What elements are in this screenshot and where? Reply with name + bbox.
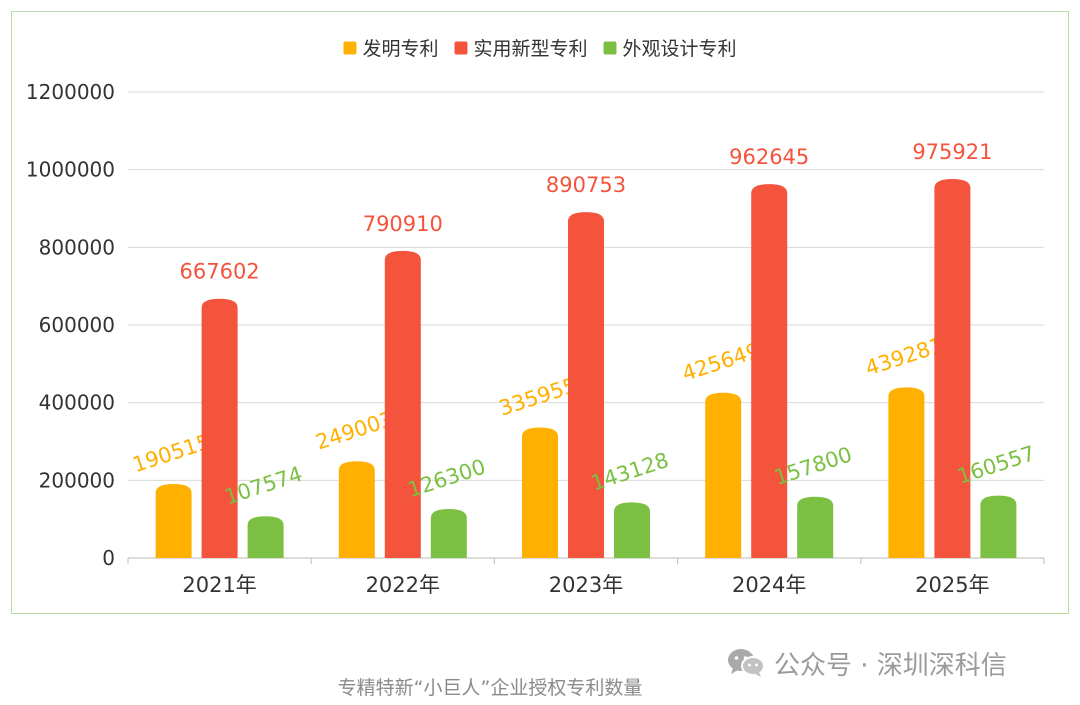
x-tick-label-0: 2021年 — [182, 573, 256, 597]
bar-2-1 — [430, 508, 467, 558]
bar-0-3 — [705, 392, 742, 558]
x-tick-label-3: 2024年 — [732, 573, 806, 597]
bar-1-0 — [201, 298, 238, 558]
data-label-0-4: 439281 — [862, 333, 946, 381]
legend-swatch-0 — [343, 41, 357, 55]
chart-caption: 专精特新“小巨人”企业授权专利数量 — [337, 677, 643, 699]
y-tick-label-6: 1200000 — [26, 80, 115, 104]
bar-1-1 — [384, 250, 421, 558]
bar-0-2 — [522, 427, 558, 558]
data-label-0-3: 425649 — [679, 338, 763, 386]
bar-0-1 — [338, 461, 375, 558]
data-label-0-0: 190515 — [130, 430, 214, 478]
y-tick-label-1: 200000 — [39, 468, 115, 492]
bar-2-2 — [614, 502, 650, 558]
x-tick-label-2: 2023年 — [549, 573, 623, 597]
wechat-icon — [728, 649, 765, 677]
bar-0-4 — [888, 387, 925, 558]
chart-frame: 0 200000 400000 600000 800000 1000000 1200000 1… — [11, 11, 1069, 614]
bar-1-4 — [934, 179, 971, 559]
data-label-0-1: 249003 — [313, 407, 397, 455]
bar-2-4 — [980, 495, 1017, 558]
bar-2-3 — [797, 496, 834, 558]
legend-swatch-2 — [603, 41, 617, 55]
x-tick-label-1: 2022年 — [366, 573, 440, 597]
y-tick-label-2: 400000 — [39, 391, 115, 415]
watermark: 公众号 · 深圳深科信 — [726, 643, 1007, 683]
bar-2-0 — [247, 516, 284, 558]
legend-label-2: 外观设计专利 — [623, 38, 737, 60]
x-tick-label-4: 2025年 — [915, 573, 989, 597]
data-label-1-0: 667602 — [180, 260, 260, 284]
y-tick-label-0: 0 — [102, 546, 115, 570]
y-tick-label-3: 600000 — [39, 313, 115, 337]
y-tick-label-5: 1000000 — [26, 158, 115, 182]
legend-swatch-1 — [454, 41, 468, 55]
y-tick-label-4: 800000 — [39, 235, 115, 259]
watermark-text: 公众号 · 深圳深科信 — [774, 650, 1007, 681]
bar-chart: 0 200000 400000 600000 800000 1000000 1200000 1… — [26, 38, 1045, 597]
bar-1-3 — [751, 184, 788, 558]
bar-1-2 — [568, 212, 604, 558]
data-label-1-3: 962645 — [729, 145, 809, 169]
legend-label-0: 发明专利 — [363, 38, 439, 60]
bar-0-0 — [155, 484, 192, 558]
data-label-0-2: 335955 — [496, 373, 580, 421]
legend-label-1: 实用新型专利 — [474, 38, 588, 60]
data-label-1-2: 890753 — [546, 173, 626, 197]
data-label-1-4: 975921 — [912, 140, 992, 164]
data-label-1-1: 790910 — [363, 212, 443, 236]
